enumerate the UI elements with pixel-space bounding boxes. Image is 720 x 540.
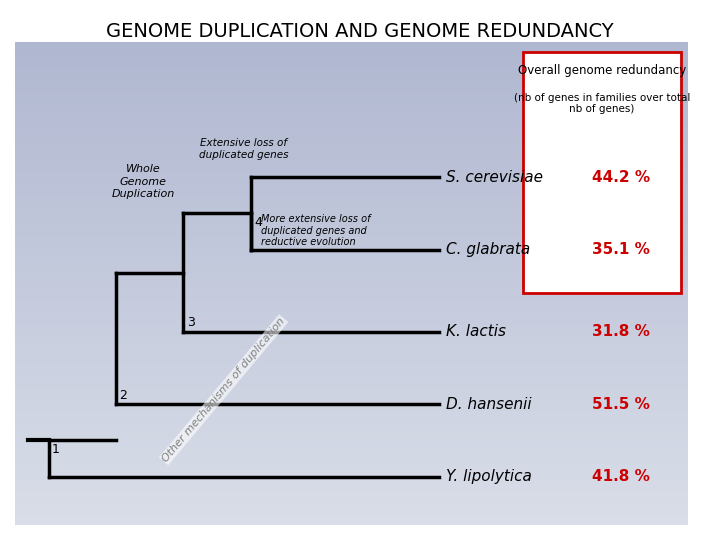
Text: S. cerevisiae: S. cerevisiae: [446, 170, 543, 185]
Text: Whole
Genome
Duplication: Whole Genome Duplication: [111, 164, 174, 199]
Text: Extensive loss of
duplicated genes: Extensive loss of duplicated genes: [199, 138, 289, 160]
Text: 51.5 %: 51.5 %: [592, 397, 649, 411]
Text: GENOME DUPLICATION AND GENOME REDUNDANCY: GENOME DUPLICATION AND GENOME REDUNDANCY: [106, 22, 614, 40]
Text: 2: 2: [120, 389, 127, 402]
Text: C. glabrata: C. glabrata: [446, 242, 530, 257]
Text: 4: 4: [254, 216, 262, 229]
Bar: [523, 52, 681, 293]
Text: 41.8 %: 41.8 %: [592, 469, 649, 484]
Text: K. lactis: K. lactis: [446, 325, 505, 339]
Text: (nb of genes in families over total
nb of genes): (nb of genes in families over total nb o…: [514, 93, 690, 114]
Text: Overall genome redundancy: Overall genome redundancy: [518, 64, 686, 77]
Text: 44.2 %: 44.2 %: [592, 170, 649, 185]
Text: 1: 1: [52, 443, 60, 456]
Text: Other mechanisms of duplication: Other mechanisms of duplication: [161, 316, 287, 464]
Text: 31.8 %: 31.8 %: [592, 325, 649, 339]
Text: More extensive loss of
duplicated genes and
reductive evolution: More extensive loss of duplicated genes …: [261, 214, 370, 247]
Text: 3: 3: [186, 316, 194, 329]
Text: 35.1 %: 35.1 %: [592, 242, 649, 257]
Text: D. hansenii: D. hansenii: [446, 397, 531, 411]
Text: Y. lipolytica: Y. lipolytica: [446, 469, 531, 484]
